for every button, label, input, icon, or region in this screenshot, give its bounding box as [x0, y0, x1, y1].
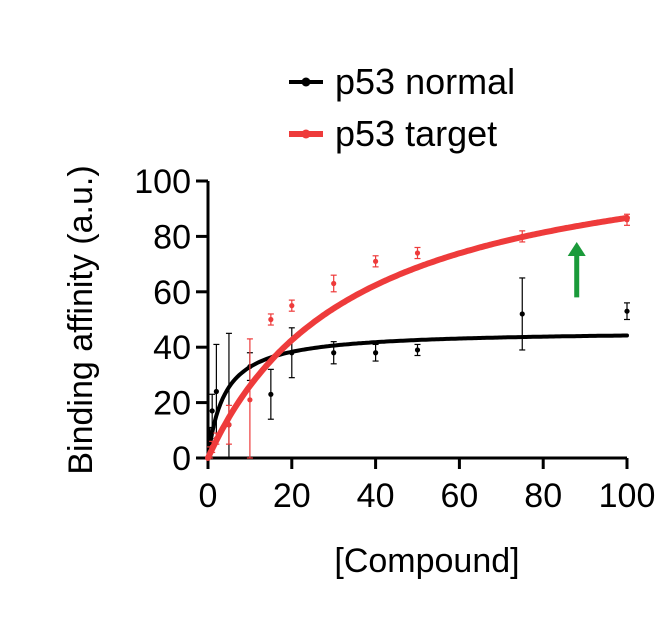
legend-label: p53 normal [335, 61, 515, 102]
data-point [289, 350, 295, 356]
axes [206, 181, 627, 460]
data-point [209, 444, 215, 450]
series-p53-normal [206, 277, 630, 460]
data-point [289, 303, 295, 309]
y-tick-label: 20 [153, 385, 191, 423]
series-p53-target [205, 213, 630, 461]
x-tick-label: 20 [273, 477, 311, 515]
legend-label: p53 target [335, 113, 497, 154]
y-ticks: 0 20 40 60 80 100 [134, 163, 208, 478]
data-point [331, 280, 337, 287]
y-tick-label: 60 [153, 274, 191, 312]
x-axis-title: [Compound] [334, 542, 519, 580]
legend: p53 normal p53 target [289, 61, 515, 154]
legend-swatch-marker [301, 77, 311, 87]
fit-curve [205, 214, 630, 461]
data-point [268, 391, 274, 397]
up-arrow-head [567, 241, 586, 256]
x-tick-label: 80 [524, 477, 562, 515]
series-layer [205, 213, 630, 461]
data-point [268, 316, 274, 323]
annotation-layer [567, 241, 586, 298]
data-point [624, 217, 630, 223]
y-tick-label: 100 [134, 163, 191, 201]
data-point [331, 350, 337, 356]
x-tick-label: 40 [357, 477, 395, 515]
data-point [373, 350, 379, 356]
x-tick-label: 100 [599, 477, 655, 515]
data-point [213, 388, 219, 395]
data-point [414, 347, 421, 353]
y-axis-title: Binding affinity (a.u.) [62, 165, 100, 474]
data-point [209, 408, 215, 414]
data-point [519, 233, 525, 239]
legend-swatch-marker [301, 129, 311, 139]
x-ticks: 0 20 40 60 80 100 [199, 458, 655, 515]
data-point [373, 258, 379, 264]
y-tick-label: 40 [153, 329, 191, 367]
data-point [213, 436, 219, 442]
x-tick-label: 60 [440, 477, 478, 515]
data-point [519, 311, 525, 317]
x-tick-label: 0 [199, 477, 218, 515]
y-tick-label: 0 [172, 440, 191, 478]
data-point [624, 308, 630, 314]
y-tick-label: 80 [153, 218, 191, 256]
data-point [414, 250, 421, 256]
data-point [247, 397, 253, 403]
data-point [226, 422, 232, 428]
